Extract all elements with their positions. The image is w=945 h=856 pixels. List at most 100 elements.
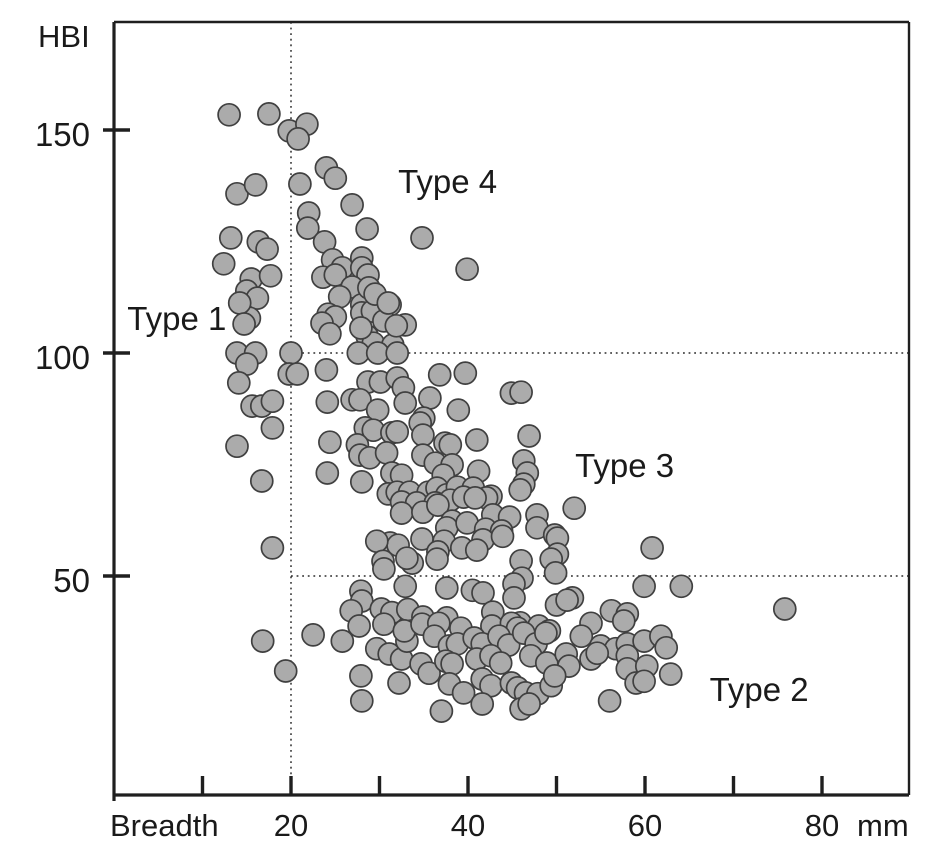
data-point: [318, 321, 342, 346]
data-point: [349, 689, 374, 713]
data-point: [658, 662, 683, 686]
data-point: [470, 692, 495, 716]
data-point: [632, 574, 656, 599]
data-point: [395, 546, 419, 571]
type-label: Type 2: [710, 671, 809, 708]
data-point: [385, 341, 410, 365]
data-point: [438, 433, 463, 457]
data-point: [389, 501, 414, 525]
data-point: [385, 420, 410, 444]
data-point: [446, 398, 471, 422]
data-point: [315, 461, 340, 485]
data-point: [218, 226, 243, 250]
data-point: [410, 226, 434, 250]
data-point: [384, 313, 409, 338]
data-points: [211, 102, 797, 723]
data-point: [464, 428, 489, 452]
data-point: [340, 193, 364, 217]
data-point: [517, 692, 541, 716]
data-point: [417, 661, 441, 686]
data-point: [393, 391, 418, 415]
x-tick-label: 80: [805, 808, 839, 843]
data-point: [427, 363, 452, 387]
data-point: [260, 536, 285, 560]
type-label: Type 3: [575, 447, 674, 484]
data-point: [426, 493, 450, 517]
data-point: [285, 362, 310, 386]
data-point: [534, 621, 558, 645]
data-point: [232, 312, 256, 336]
data-point: [434, 576, 459, 600]
plot-frame: [112, 20, 911, 801]
data-point: [249, 469, 274, 493]
data-point: [611, 609, 636, 633]
data-point: [355, 217, 379, 241]
axis-tick-labels: 20 40 60 80 50 100 150: [35, 116, 839, 843]
data-point: [640, 536, 664, 560]
data-point: [314, 358, 339, 382]
data-point: [455, 257, 479, 282]
y-axis-title: HBI: [38, 19, 90, 54]
data-point: [364, 529, 389, 554]
data-point: [257, 102, 281, 126]
data-point: [260, 389, 285, 414]
data-point: [555, 588, 579, 612]
x-tick-label: 60: [628, 808, 662, 843]
data-point: [509, 380, 533, 405]
data-point: [562, 496, 587, 521]
data-point: [543, 561, 568, 585]
data-point: [273, 659, 298, 683]
y-tick-label: 50: [53, 562, 90, 599]
data-point: [348, 387, 372, 412]
data-point: [471, 581, 495, 605]
data-point: [542, 664, 567, 688]
data-point: [517, 424, 541, 448]
data-point: [255, 237, 279, 261]
data-point: [411, 423, 435, 447]
data-point: [453, 361, 478, 385]
data-point: [451, 681, 476, 705]
data-point: [250, 629, 275, 653]
data-point: [597, 689, 622, 713]
data-point: [318, 430, 342, 455]
data-point: [288, 172, 312, 196]
data-point: [372, 557, 396, 581]
data-point: [372, 612, 396, 637]
data-point: [330, 629, 355, 653]
data-point: [418, 386, 442, 410]
x-tick-label: 40: [451, 808, 485, 843]
type-annotations: Type 1 Type 4 Type 3 Type 2: [127, 163, 808, 708]
data-point: [490, 524, 515, 549]
data-point: [585, 641, 610, 666]
x-tick-label: 20: [274, 808, 308, 843]
data-point: [295, 216, 320, 240]
data-point: [463, 486, 487, 510]
data-point: [323, 166, 348, 191]
data-point: [669, 574, 694, 599]
data-point: [260, 416, 285, 440]
data-point: [349, 664, 373, 688]
data-point: [243, 173, 268, 197]
data-point: [425, 547, 449, 571]
x-axis-unit-label: mm: [857, 808, 909, 843]
data-point: [349, 316, 373, 340]
data-point: [387, 671, 411, 695]
data-point: [225, 434, 249, 459]
x-axis-title: Breadth: [110, 808, 219, 843]
data-point: [227, 291, 252, 315]
data-point: [315, 390, 340, 414]
data-point: [226, 371, 251, 395]
data-point: [258, 263, 283, 288]
data-point: [301, 623, 325, 647]
data-point: [488, 651, 513, 675]
data-point: [347, 614, 371, 638]
data-point: [502, 586, 526, 610]
data-point: [654, 635, 679, 660]
data-point: [374, 441, 399, 465]
data-point: [393, 574, 418, 599]
y-tick-label: 150: [35, 116, 90, 153]
data-point: [211, 251, 236, 276]
data-point: [279, 341, 303, 365]
